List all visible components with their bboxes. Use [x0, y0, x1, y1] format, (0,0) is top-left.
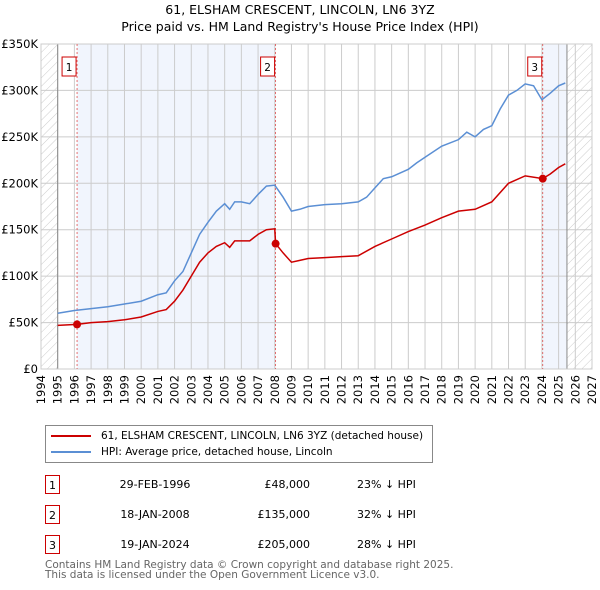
sale-label-box — [61, 56, 77, 77]
series-line — [57, 163, 566, 327]
sale-marker: 3 — [45, 535, 60, 554]
x-tick-label: 2009 — [284, 375, 298, 404]
y-tick-label: £350K — [1, 37, 38, 51]
x-tick-label: 2008 — [268, 375, 282, 404]
sale-date: 29-FEB-1996 — [119, 478, 191, 491]
sale-row: 3 19-JAN-2024 £205,000 28% ↓ HPI — [45, 535, 445, 555]
x-tick-label: 2005 — [218, 375, 232, 404]
x-tick-label: 1998 — [101, 375, 115, 404]
x-tick-label: 1995 — [51, 375, 65, 404]
y-tick-label: £200K — [1, 176, 38, 190]
sale-label: 3 — [531, 62, 538, 74]
x-tick-label: 2019 — [451, 375, 465, 404]
x-tick-label: 2027 — [585, 375, 599, 404]
sale-marker: 2 — [45, 505, 60, 524]
sale-point — [73, 320, 82, 329]
plot-frame — [40, 43, 593, 370]
legend-property: 61, ELSHAM CRESCENT, LINCOLN, LN6 3YZ (d… — [101, 430, 424, 442]
shaded-period — [77, 44, 276, 369]
x-tick-label: 2022 — [502, 375, 516, 404]
sale-hpi: 32% ↓ HPI — [357, 508, 416, 521]
sale-hpi: 23% ↓ HPI — [357, 478, 416, 491]
series-line — [57, 82, 566, 315]
x-tick-label: 2003 — [184, 375, 198, 404]
x-tick-label: 2021 — [485, 375, 499, 404]
sale-price: £205,000 — [257, 538, 311, 551]
x-tick-label: 2007 — [251, 375, 265, 404]
x-tick-label: 2026 — [568, 375, 582, 404]
x-tick-label: 2025 — [552, 375, 566, 404]
legend-swatch-hpi — [51, 451, 91, 453]
chart-title: 61, ELSHAM CRESCENT, LINCOLN, LN6 3YZ — [165, 2, 435, 17]
x-tick-label: 2011 — [318, 375, 332, 404]
legend-hpi: HPI: Average price, detached house, Linc… — [101, 446, 333, 458]
sale-price: £135,000 — [257, 508, 311, 521]
footer-copyright: Contains HM Land Registry data © Crown c… — [45, 559, 454, 571]
legend-swatch-property — [51, 435, 91, 437]
x-tick-label: 2016 — [401, 375, 415, 404]
x-tick-label: 1999 — [117, 375, 131, 404]
x-tick-label: 2020 — [468, 375, 482, 404]
sale-label: 1 — [66, 62, 73, 74]
sale-price: £48,000 — [264, 478, 311, 491]
y-tick-label: £300K — [1, 83, 38, 97]
sale-row: 2 18-JAN-2008 £135,000 32% ↓ HPI — [45, 505, 445, 525]
sale-label-box — [527, 56, 543, 77]
chart-subtitle: Price paid vs. HM Land Registry's House … — [121, 19, 479, 34]
x-tick-label: 2017 — [418, 375, 432, 404]
x-tick-label: 2001 — [151, 375, 165, 404]
y-tick-label: £100K — [1, 269, 38, 283]
footer: Contains HM Land Registry data © Crown c… — [45, 559, 454, 581]
x-tick-label: 2015 — [385, 375, 399, 404]
y-tick-label: £0 — [23, 362, 38, 376]
x-tick-label: 2024 — [535, 375, 549, 404]
sale-point — [538, 174, 547, 183]
shaded-period — [542, 44, 567, 369]
x-tick-label: 1994 — [34, 375, 48, 404]
footer-licence: This data is licensed under the Open Gov… — [45, 569, 380, 581]
x-tick-label: 2004 — [201, 375, 215, 404]
x-tick-label: 2010 — [301, 375, 315, 404]
sale-label: 2 — [264, 62, 271, 74]
x-tick-label: 2006 — [234, 375, 248, 404]
sale-label-box — [260, 56, 276, 77]
x-tick-label: 1996 — [67, 375, 81, 404]
sale-date: 19-JAN-2024 — [120, 538, 190, 551]
sale-hpi: 28% ↓ HPI — [357, 538, 416, 551]
x-tick-label: 2000 — [134, 375, 148, 404]
sale-date: 18-JAN-2008 — [120, 508, 190, 521]
x-tick-label: 1997 — [84, 375, 98, 404]
sale-row: 1 29-FEB-1996 £48,000 23% ↓ HPI — [45, 475, 445, 495]
x-tick-label: 2023 — [518, 375, 532, 404]
y-tick-label: £150K — [1, 223, 38, 237]
y-tick-label: £50K — [9, 316, 39, 330]
x-tick-label: 2014 — [368, 375, 382, 404]
sale-point — [271, 239, 280, 248]
hatched-region — [41, 44, 58, 369]
x-tick-label: 2018 — [435, 375, 449, 404]
price-chart: 1994 1995 1996 1997 1998 1999 2000 2001 2002 2003… — [1, 37, 599, 404]
x-tick-label: 2002 — [168, 375, 182, 404]
hatched-region — [566, 44, 592, 369]
y-tick-label: £250K — [1, 130, 38, 144]
sale-marker: 1 — [45, 475, 60, 494]
legend: 61, ELSHAM CRESCENT, LINCOLN, LN6 3YZ (d… — [45, 425, 433, 463]
x-tick-label: 2013 — [351, 375, 365, 404]
x-tick-label: 2012 — [335, 375, 349, 404]
